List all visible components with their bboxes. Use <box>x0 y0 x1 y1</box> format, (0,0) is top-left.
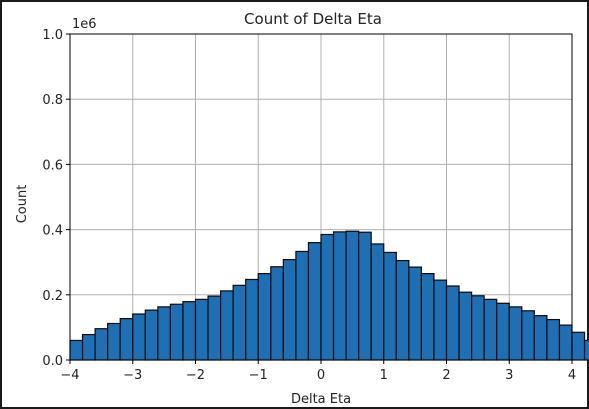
histogram-bar <box>420 273 435 361</box>
histogram-bar <box>157 306 172 361</box>
histogram-bar <box>169 303 184 361</box>
histogram-bar <box>395 259 410 361</box>
histogram-bar <box>533 315 548 361</box>
histogram-bar <box>383 251 397 361</box>
y-axis-label: Count <box>15 185 30 224</box>
x-tick-label: 1 <box>380 368 388 383</box>
x-tick-label: −3 <box>123 368 142 383</box>
histogram-bar <box>508 306 523 361</box>
histogram-bar <box>521 310 535 361</box>
x-tick-label: 0 <box>317 368 325 383</box>
histogram-bar <box>496 302 510 361</box>
x-tick-label: −1 <box>249 368 268 383</box>
histogram-bar <box>558 324 573 361</box>
histogram-bar <box>94 328 109 361</box>
histogram-bar <box>332 231 347 361</box>
histogram-bar <box>257 273 272 361</box>
histogram-bar <box>107 322 121 361</box>
x-tick-label: 3 <box>505 368 513 383</box>
y-multiplier-label: 1e6 <box>72 17 97 32</box>
histogram-bar <box>245 278 259 361</box>
histogram-bar <box>282 258 297 361</box>
histogram-bar <box>583 339 589 361</box>
histogram-bar <box>471 295 485 361</box>
ticks-layer: −4 −3 −2 −1 0 1 2 3 4 0.0 0.2 0.4 0.6 0.8 1.0 <box>42 28 576 383</box>
y-tick-label: 0.4 <box>42 224 63 239</box>
histogram-bar <box>320 233 335 361</box>
histogram-bar <box>119 317 134 361</box>
y-tick-label: 0.2 <box>42 289 63 304</box>
y-tick-label: 0.6 <box>42 158 63 173</box>
y-tick-label: 0.0 <box>42 354 63 369</box>
histogram-bar <box>571 331 586 361</box>
histogram-bar <box>307 242 322 361</box>
bars-layer <box>69 230 589 361</box>
histogram-bar <box>132 313 146 361</box>
histogram-bar <box>194 298 209 361</box>
x-tick-label: 4 <box>568 368 576 383</box>
y-tick-label: 1.0 <box>42 28 63 43</box>
histogram-bar <box>182 301 197 361</box>
histogram-bar <box>270 266 284 361</box>
histogram-bar <box>69 339 84 361</box>
chart-title: Count of Delta Eta <box>244 10 382 28</box>
x-axis-label: Delta Eta <box>291 392 351 407</box>
histogram-bar <box>144 309 159 361</box>
x-tick-label: −2 <box>186 368 205 383</box>
histogram-bar <box>220 290 234 361</box>
histogram-bar <box>546 318 561 361</box>
histogram-bar <box>445 285 460 361</box>
histogram-bar <box>370 243 385 361</box>
histogram-bar <box>483 298 498 361</box>
y-tick-label: 0.8 <box>42 93 63 108</box>
x-tick-label: 2 <box>442 368 450 383</box>
histogram-bar <box>358 231 372 361</box>
histogram-bar <box>81 333 96 361</box>
histogram-bar <box>458 291 473 361</box>
histogram-bar <box>295 250 310 361</box>
histogram-bar <box>345 230 360 361</box>
histogram-bar <box>408 266 423 361</box>
histogram-bar <box>207 295 222 361</box>
x-tick-label: −4 <box>60 368 79 383</box>
histogram-bar <box>433 279 448 361</box>
histogram-bar <box>232 284 247 361</box>
